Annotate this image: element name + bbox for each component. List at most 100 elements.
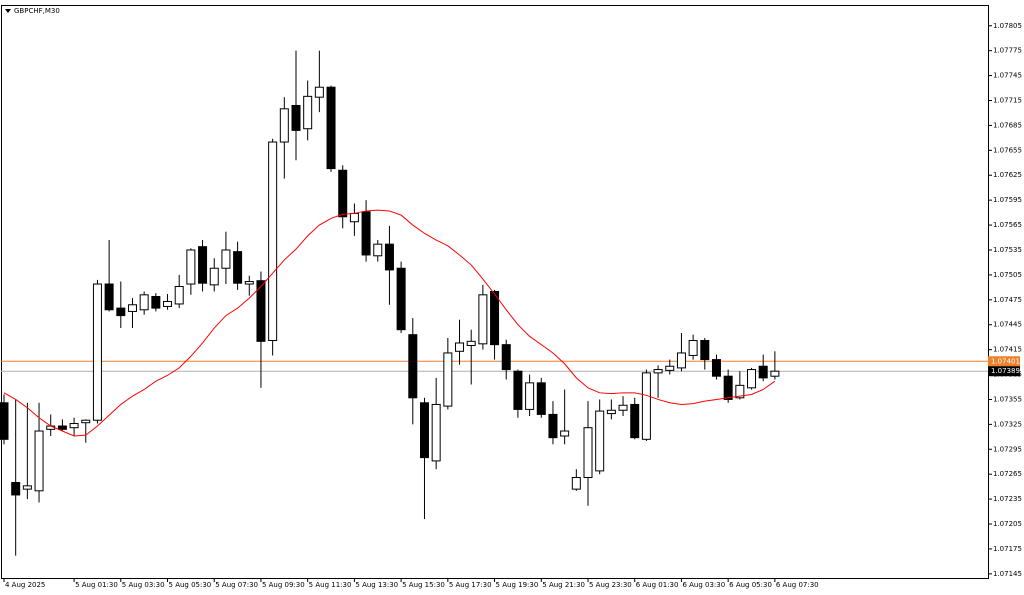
candle-body	[490, 291, 500, 346]
candle-body	[92, 283, 102, 421]
candle-body	[501, 344, 511, 371]
y-tick-label: 1.07745	[993, 72, 1022, 80]
y-tick-label: 1.07535	[993, 246, 1022, 254]
candle-body	[69, 423, 79, 429]
x-tick-label: 5 Aug 03:30	[122, 581, 165, 589]
y-tick-label: 1.07655	[993, 146, 1022, 154]
candle-body	[256, 280, 266, 342]
candle-body	[34, 430, 44, 492]
candle-body	[700, 339, 710, 361]
candle-body	[81, 419, 91, 424]
candle-body	[139, 294, 149, 311]
candle-body	[770, 370, 780, 377]
candle-body	[303, 95, 313, 130]
candle-body	[174, 286, 184, 305]
candle-body	[198, 246, 208, 284]
y-tick-label: 1.07475	[993, 296, 1022, 304]
y-tick-label: 1.07325	[993, 420, 1022, 428]
candle-body	[314, 86, 324, 98]
x-tick-label: 6 Aug 07:30	[776, 581, 819, 589]
candle-body	[688, 339, 698, 356]
candle-body	[571, 477, 581, 490]
candle-body	[641, 372, 651, 440]
y-tick-label: 1.07685	[993, 121, 1022, 129]
price-label: 1.07389	[991, 367, 1020, 375]
candle-body	[595, 410, 605, 472]
chart-title: GBPCHF,M30	[14, 7, 60, 15]
candle-body	[151, 295, 161, 309]
candle-body	[268, 141, 278, 341]
menu-triangle	[5, 9, 11, 13]
candle-body	[455, 342, 465, 352]
y-tick-label: 1.07415	[993, 346, 1022, 354]
candle-body	[443, 352, 453, 407]
candle-body	[244, 281, 254, 285]
x-tick-label: 5 Aug 11:30	[309, 581, 352, 589]
y-tick-label: 1.07625	[993, 171, 1022, 179]
candle-body	[163, 300, 173, 307]
y-tick-label: 1.07715	[993, 97, 1022, 105]
candle-body	[0, 402, 9, 440]
candle-body	[11, 482, 21, 496]
candle-body	[104, 283, 114, 311]
candle-body	[653, 369, 663, 374]
x-tick-label: 5 Aug 09:30	[262, 581, 305, 589]
candle-body	[326, 86, 336, 170]
candle-body	[525, 382, 535, 410]
candle-body	[384, 243, 394, 271]
price-label: 1.07401	[991, 357, 1020, 365]
x-tick-label: 5 Aug 05:30	[169, 581, 212, 589]
candle-body	[676, 352, 686, 369]
x-tick-label: 6 Aug 05:30	[729, 581, 772, 589]
price-label-box	[988, 366, 1020, 377]
candle-body	[711, 359, 721, 377]
x-tick-label: 6 Aug 01:30	[636, 581, 679, 589]
candle-body	[747, 369, 757, 389]
candle-body	[431, 403, 441, 462]
y-tick-label: 1.07145	[993, 570, 1022, 578]
candle-body	[116, 307, 126, 317]
y-tick-label: 1.07205	[993, 520, 1022, 528]
candle-body	[396, 267, 406, 331]
y-tick-label: 1.07295	[993, 445, 1022, 453]
candle-body	[22, 485, 32, 490]
candle-body	[279, 108, 289, 143]
y-tick-label: 1.07595	[993, 196, 1022, 204]
y-tick-label: 1.07505	[993, 271, 1022, 279]
candle-body	[233, 251, 243, 284]
x-tick-label: 5 Aug 19:30	[496, 581, 539, 589]
candle-body	[127, 304, 137, 312]
x-tick-label: 5 Aug 21:30	[542, 581, 585, 589]
candle-body	[758, 365, 768, 379]
candle-body	[548, 413, 558, 439]
x-tick-label: 6 Aug 03:30	[682, 581, 725, 589]
y-tick-label: 1.07775	[993, 47, 1022, 55]
candle-body	[291, 104, 301, 131]
y-tick-label: 1.07565	[993, 221, 1022, 229]
x-tick-label: 5 Aug 07:30	[215, 581, 258, 589]
x-tick-label: 4 Aug 2025	[5, 581, 45, 589]
x-tick-label: 5 Aug 01:30	[75, 581, 118, 589]
candle-body	[338, 169, 348, 218]
candle-body	[373, 243, 383, 257]
candle-body	[735, 384, 745, 399]
candle-body	[419, 402, 429, 459]
candle-body	[723, 375, 733, 400]
moving-average	[3, 209, 776, 437]
y-tick-label: 1.07175	[993, 545, 1022, 553]
y-tick-label: 1.07805	[993, 22, 1022, 30]
candle-body	[209, 267, 219, 286]
candle-body	[606, 409, 616, 415]
price-label-box	[988, 356, 1020, 367]
candle-body	[408, 334, 418, 399]
y-tick-label: 1.07445	[993, 321, 1022, 329]
candle-body	[560, 430, 570, 437]
y-tick-label: 1.07355	[993, 395, 1022, 403]
x-tick-label: 5 Aug 17:30	[449, 581, 492, 589]
candle-body	[536, 382, 546, 415]
candle-body	[361, 211, 371, 256]
candle-body	[57, 425, 67, 430]
